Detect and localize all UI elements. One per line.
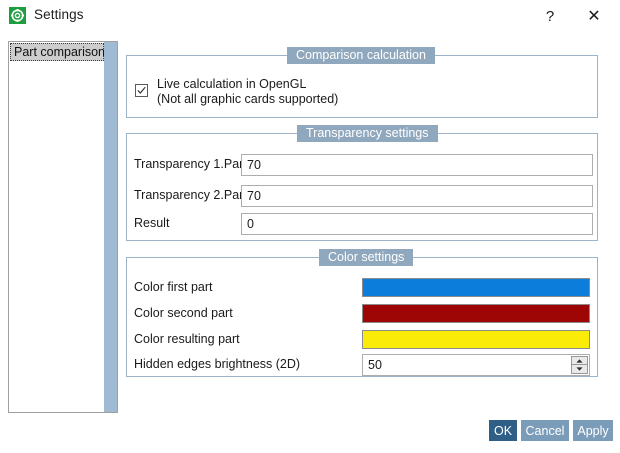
hidden-edges-brightness-value[interactable]: 50 bbox=[368, 358, 382, 372]
spin-up-icon[interactable] bbox=[571, 356, 588, 365]
category-list-scrollbar[interactable] bbox=[104, 42, 117, 412]
live-calculation-checkbox[interactable] bbox=[135, 84, 148, 97]
transparency-first-part-label: Transparency 1.Part bbox=[134, 157, 247, 171]
category-listbox[interactable]: Part comparison bbox=[8, 41, 118, 413]
group-transparency-settings: Transparency settings Transparency 1.Par… bbox=[126, 125, 598, 241]
hidden-edges-brightness-spin-buttons[interactable] bbox=[571, 356, 588, 374]
transparency-first-part-input[interactable]: 70 bbox=[241, 154, 593, 176]
color-second-part-label: Color second part bbox=[134, 306, 233, 320]
apply-button[interactable]: Apply bbox=[573, 420, 613, 441]
live-calculation-line2: (Not all graphic cards supported) bbox=[157, 92, 339, 106]
live-calculation-label: Live calculation in OpenGL (Not all grap… bbox=[157, 77, 338, 107]
live-calculation-line1: Live calculation in OpenGL bbox=[157, 77, 307, 91]
ok-button[interactable]: OK bbox=[489, 420, 517, 441]
settings-gear-icon bbox=[9, 7, 26, 24]
transparency-result-label: Result bbox=[134, 216, 170, 230]
color-resulting-part-label: Color resulting part bbox=[134, 332, 240, 346]
hidden-edges-brightness-row: Hidden edges brightness (2D) 50 bbox=[127, 354, 597, 376]
color-second-part-swatch[interactable] bbox=[362, 304, 590, 323]
group-comparison-title: Comparison calculation bbox=[287, 47, 435, 64]
window-titlebar: Settings ? ✕ bbox=[0, 0, 620, 34]
sidebar-item-part-comparison[interactable]: Part comparison bbox=[10, 43, 105, 61]
color-resulting-part-row: Color resulting part bbox=[127, 329, 597, 351]
close-button[interactable]: ✕ bbox=[587, 8, 601, 25]
transparency-second-part-input[interactable]: 70 bbox=[241, 185, 593, 207]
transparency-first-part-row: Transparency 1.Part 70 bbox=[127, 154, 597, 176]
group-comparison-calculation: Comparison calculation Live calculation … bbox=[126, 47, 598, 118]
transparency-result-row: Result 0 bbox=[127, 213, 597, 235]
help-button[interactable]: ? bbox=[545, 7, 555, 25]
color-resulting-part-swatch[interactable] bbox=[362, 330, 590, 349]
transparency-second-part-row: Transparency 2.Part 70 bbox=[127, 185, 597, 207]
transparency-result-input[interactable]: 0 bbox=[241, 213, 593, 235]
color-first-part-swatch[interactable] bbox=[362, 278, 590, 297]
hidden-edges-brightness-stepper[interactable]: 50 bbox=[362, 354, 590, 376]
color-first-part-row: Color first part bbox=[127, 277, 597, 299]
transparency-second-part-label: Transparency 2.Part bbox=[134, 188, 247, 202]
group-transparency-title: Transparency settings bbox=[297, 125, 438, 142]
window-title: Settings bbox=[34, 7, 84, 22]
spin-down-icon[interactable] bbox=[571, 365, 588, 374]
color-first-part-label: Color first part bbox=[134, 280, 213, 294]
hidden-edges-brightness-label: Hidden edges brightness (2D) bbox=[134, 357, 301, 371]
checkmark-icon bbox=[137, 86, 146, 94]
live-calculation-checkbox-row[interactable]: Live calculation in OpenGL (Not all grap… bbox=[135, 77, 338, 107]
cancel-button[interactable]: Cancel bbox=[521, 420, 569, 441]
color-second-part-row: Color second part bbox=[127, 303, 597, 325]
group-color-title: Color settings bbox=[319, 249, 414, 266]
group-color-settings: Color settings Color first part Color se… bbox=[126, 249, 598, 377]
